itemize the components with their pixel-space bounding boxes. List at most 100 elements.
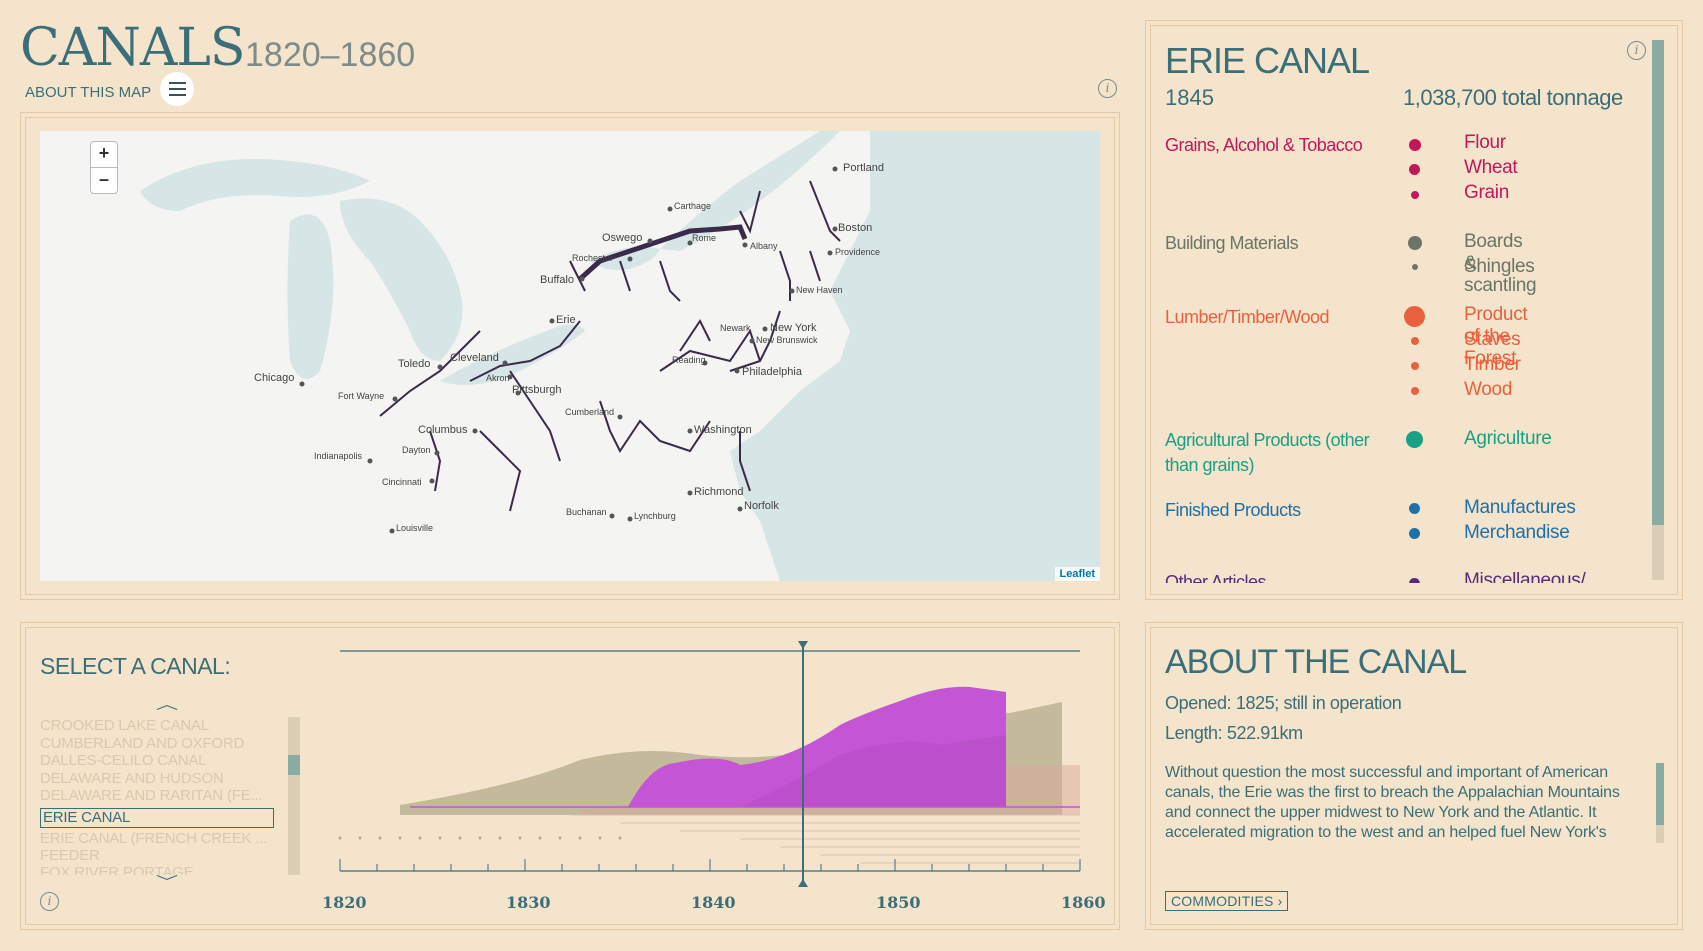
city-label: Providence [835,247,880,257]
city-label: Akron [486,373,510,383]
timeline-year-label: 1840 [691,893,736,912]
page-title: CANALS [20,18,246,78]
commodity-item: Agriculture [1464,428,1552,449]
list-scroll-up-icon[interactable]: ︿ [155,696,179,712]
commodity-list: Grains, Alcohol & Tobacco Flour Wheat Gr… [1160,125,1650,583]
canal-list-item[interactable]: DELAWARE AND RARITAN (FE... [40,787,263,804]
city-marker [367,458,373,464]
commodity-dot [1409,578,1420,583]
detail-panel [1145,20,1683,600]
city-marker [702,360,708,366]
canal-length: Length: 522.91km [1165,723,1303,743]
timeline-year-label: 1820 [322,893,367,912]
city-markers [299,166,838,534]
timeline-info-icon[interactable]: i [40,892,59,911]
list-scroll-down-icon[interactable]: ﹀ [155,874,179,890]
map[interactable]: Portland Carthage Oswego Rome Albany Bos… [40,131,1100,581]
commodity-item: Wheat [1464,157,1518,178]
canal-list-scrollbar-thumb[interactable] [288,755,300,775]
city-label: Carthage [674,201,711,211]
city-marker [392,396,398,402]
timeline-year-label: 1860 [1061,893,1106,912]
city-label: Newark [720,323,751,333]
zoom-in-button[interactable]: + [90,141,118,168]
year-cursor-top-handle [798,641,808,649]
city-marker [434,450,440,456]
zoom-out-button[interactable]: – [90,167,118,194]
detail-year: 1845 [1165,85,1214,110]
city-marker [647,238,653,244]
ocean [730,131,1100,581]
city-label: Chicago [254,372,294,384]
map-info-icon[interactable]: i [1098,79,1117,98]
city-marker [749,338,755,344]
city-labels: Portland Carthage Oswego Rome Albany Bos… [254,162,884,533]
lake-ontario [590,246,660,270]
city-marker [579,276,585,282]
city-label: Indianapolis [314,451,363,461]
menu-icon [169,88,186,91]
canal-list-item[interactable]: DALLES-CELILO CANAL [40,752,207,769]
city-marker [299,381,305,387]
city-marker [389,528,395,534]
commodity-item: Miscellaneous/ [1464,570,1586,583]
city-label: Fort Wayne [338,391,384,401]
tonnage-timeline[interactable] [320,635,1110,890]
menu-icon [169,94,186,97]
city-marker [667,206,673,212]
canal-list-item[interactable]: CUMBERLAND AND OXFORD [40,735,245,752]
commodities-button[interactable]: COMMODITIES › [1165,891,1289,911]
city-marker [617,414,623,420]
city-label: Buchanan [566,507,607,517]
menu-button[interactable] [160,72,194,106]
total-tonnage: 1,038,700 total tonnage [1403,85,1623,110]
canal-opened: Opened: 1825; still in operation [1165,693,1402,713]
canal-list-item[interactable]: FOX RIVER PORTAGE [40,864,194,875]
lake-huron [340,198,463,361]
city-marker [429,478,435,484]
city-marker [737,506,743,512]
canal-list-item[interactable]: FEEDER [40,847,100,864]
city-marker [742,242,748,248]
menu-icon [169,82,186,85]
city-label: Philadelphia [742,366,803,378]
canal-list-scrollbar-track[interactable] [288,717,300,875]
commodity-dot [1404,306,1425,327]
map-attribution[interactable]: Leaflet [1054,567,1100,581]
category-label: Other Articles [1165,572,1267,583]
commodity-item: Shingles [1464,256,1535,277]
detail-scrollbar-thumb[interactable] [1652,40,1664,525]
city-marker [627,256,633,262]
timeline-ticks [339,859,1081,871]
city-marker [687,490,693,496]
city-marker [502,360,508,366]
timeline-rows [570,814,1080,864]
about-map-link[interactable]: ABOUT THIS MAP [25,84,152,101]
map-canvas[interactable]: Portland Carthage Oswego Rome Albany Bos… [40,131,1100,581]
year-range: 1820–1860 [245,36,416,74]
city-label: Albany [750,241,778,251]
city-marker [549,318,555,324]
canal-list-item[interactable]: ERIE CANAL (FRENCH CREEK ... [40,830,268,847]
city-label: Pittsburgh [512,384,562,396]
city-marker [507,374,513,380]
city-label: Rome [692,233,716,243]
lake-michigan [287,214,334,379]
canal-name: ERIE CANAL [1165,40,1370,81]
commodity-item: Manufactures [1464,497,1576,518]
detail-info-icon[interactable]: i [1627,41,1646,60]
canal-list[interactable]: CROOKED LAKE CANAL CUMBERLAND AND OXFORD… [0,715,290,875]
description-scrollbar-thumb[interactable] [1656,763,1664,825]
city-label: Cleveland [450,352,499,364]
commodity-dot [1409,164,1420,175]
commodity-item: Product of the Forest [1464,304,1528,369]
st-lawrence [660,131,840,251]
commodity-item: Merchandise [1464,522,1570,543]
city-marker [734,368,740,374]
canal-list-item-selected[interactable]: ERIE CANAL [40,808,274,828]
commodity-dot [1412,264,1418,270]
canal-description: Without question the most successful and… [1165,764,1620,841]
city-label: New York [770,322,817,334]
canal-list-item[interactable]: CROOKED LAKE CANAL [40,717,209,734]
canal-list-item[interactable]: DELAWARE AND HUDSON [40,770,224,787]
